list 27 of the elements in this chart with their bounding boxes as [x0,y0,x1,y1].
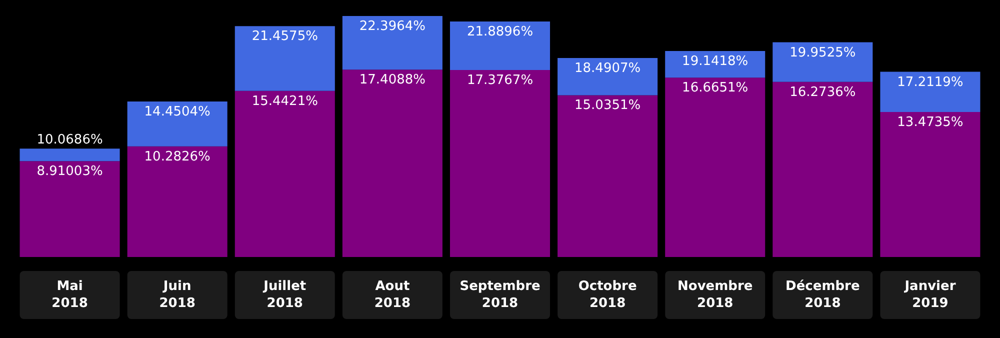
x-tick-label: Juillet 2018 [262,279,306,311]
total-label: 22.3964% [359,19,426,34]
x-tick-label: Janvier 2019 [904,279,956,311]
data-label: 16.6651% [682,80,748,96]
x-tick-label: Octobre 2018 [578,279,637,311]
total-label: 10.0686% [36,132,103,148]
data-label: 13.4735% [897,115,964,130]
data-label: 15.0351% [574,98,641,114]
x-tick-label: Juin 2018 [159,279,196,311]
data-label: 15.4421% [252,94,318,109]
x-tick-label: Novembre 2018 [678,279,753,311]
x-tick-label: Mai 2018 [52,279,88,311]
x-tick-label: Aout 2018 [374,279,411,311]
total-label: 21.4575% [252,29,318,44]
data-label: 16.2736% [790,84,856,100]
data-label: 10.2826% [144,149,210,164]
total-label: 14.4504% [144,104,210,120]
total-label: 18.4907% [574,61,641,76]
total-label: 21.8896% [466,24,534,40]
total-label: 19.1418% [682,54,748,70]
total-label: 19.9525% [790,45,856,60]
x-tick-label: Septembre 2018 [460,279,540,311]
data-label: 8.91003% [36,164,103,180]
data-label: 17.4088% [359,72,426,88]
total-label: 17.2119% [897,74,964,90]
x-tick-label: Décembre 2018 [786,279,860,311]
data-label: 17.3767% [466,73,534,88]
